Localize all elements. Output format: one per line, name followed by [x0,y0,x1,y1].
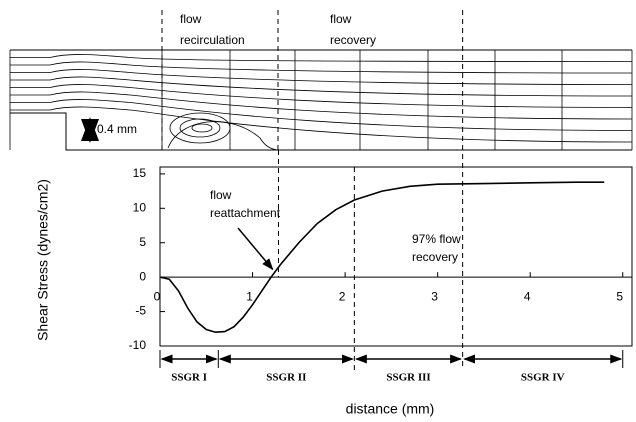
region-label: SSGR III [386,372,430,384]
streamline [10,99,633,131]
region-label: SSGR II [266,372,306,384]
y-tick-label: 5 [139,235,146,249]
label: flow [330,12,352,26]
separation-streamline [167,121,279,151]
x-tick-label: 3 [431,289,438,303]
label: recirculation [180,33,245,47]
label: recovery [330,33,376,47]
streamline [10,106,633,143]
y-axis-label: Shear Stress (dynes/cm2) [35,179,51,341]
region-label: SSGR I [171,372,207,384]
annotation: recovery [412,250,458,264]
plot-frame [159,166,633,347]
x-axis-label: distance (mm) [346,401,435,417]
annotation: flow [210,188,232,202]
curve [159,181,605,334]
annotation: 97% flow [412,232,461,246]
vortex [191,123,213,133]
x-tick-label: 4 [524,289,531,303]
y-tick-label: 15 [133,166,147,180]
x-tick-label: 2 [339,289,346,303]
vortex [169,112,231,144]
flow-diagram: flow recirculation flow recovery 0.4 mm [9,12,633,151]
streamline [10,84,633,108]
streamline [10,54,633,62]
region-label: SSGR IV [521,372,565,384]
x-tick-label: 1 [246,289,253,303]
y-tick-label: 10 [133,200,147,214]
streamline [10,69,633,85]
annotation: reattachment [210,206,281,220]
streamline [10,76,633,97]
label: 0.4 mm [97,122,137,136]
x-tick-label: 0 [154,289,161,303]
streamline [10,61,633,74]
streamline [10,91,633,120]
annotation-arrow [237,227,274,271]
x-tick-label: 5 [616,289,623,303]
y-tick-label: 0 [139,269,146,283]
label: flow [180,12,202,26]
y-tick-label: -10 [129,338,147,352]
y-tick-label: -5 [135,304,146,318]
